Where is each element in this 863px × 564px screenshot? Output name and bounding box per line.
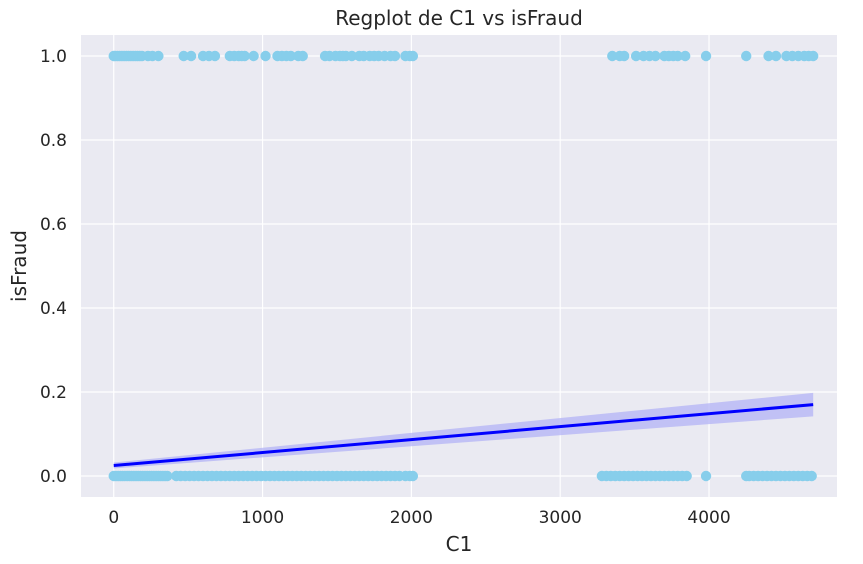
data-point: [297, 50, 308, 62]
data-point: [153, 50, 164, 62]
data-point: [209, 50, 221, 62]
data-point: [630, 50, 642, 62]
data-point: [700, 470, 712, 482]
data-point: [389, 50, 401, 62]
data-point: [770, 50, 782, 62]
data-point: [162, 470, 173, 482]
y-tick-labels: 0.0 0.2 0.4 0.6 0.8 1.0: [40, 47, 67, 487]
data-point: [285, 50, 297, 62]
data-point: [346, 50, 358, 62]
data-point: [407, 50, 419, 62]
data-point: [807, 50, 819, 62]
x-tick-label: 1000: [241, 508, 284, 528]
data-point: [806, 470, 817, 482]
x-tick-label: 4000: [687, 508, 730, 528]
data-point: [763, 50, 774, 62]
data-point: [407, 470, 419, 482]
regression-line-layer: [113, 403, 814, 467]
y-axis-title: isFraud: [7, 230, 31, 302]
y-tick-label: 0.0: [40, 467, 67, 487]
data-point: [239, 50, 250, 62]
x-tick-label: 0: [108, 508, 119, 528]
scatter-points-layer: [108, 50, 819, 482]
y-tick-label: 0.2: [40, 383, 67, 403]
y-tick-label: 0.6: [40, 215, 67, 235]
data-point: [248, 50, 259, 62]
data-point: [178, 50, 189, 62]
x-tick-label: 3000: [539, 508, 582, 528]
x-tick-labels: 0 1000 2000 3000 4000: [108, 508, 730, 528]
x-tick-label: 2000: [390, 508, 433, 528]
plot-background: [81, 35, 837, 497]
data-point: [672, 50, 683, 62]
data-point: [185, 50, 197, 62]
data-point: [700, 50, 712, 62]
data-point: [607, 50, 618, 62]
data-point: [260, 50, 271, 62]
x-axis-title: C1: [446, 532, 473, 556]
data-point: [618, 50, 630, 62]
regression-line: [113, 403, 814, 467]
y-tick-label: 1.0: [40, 47, 67, 67]
data-point: [681, 470, 692, 482]
chart-title: Regplot de C1 vs isFraud: [335, 6, 583, 30]
y-tick-label: 0.8: [40, 131, 67, 151]
y-tick-label: 0.4: [40, 299, 67, 319]
data-point: [741, 50, 752, 62]
data-point: [680, 50, 691, 62]
data-point: [650, 50, 661, 62]
